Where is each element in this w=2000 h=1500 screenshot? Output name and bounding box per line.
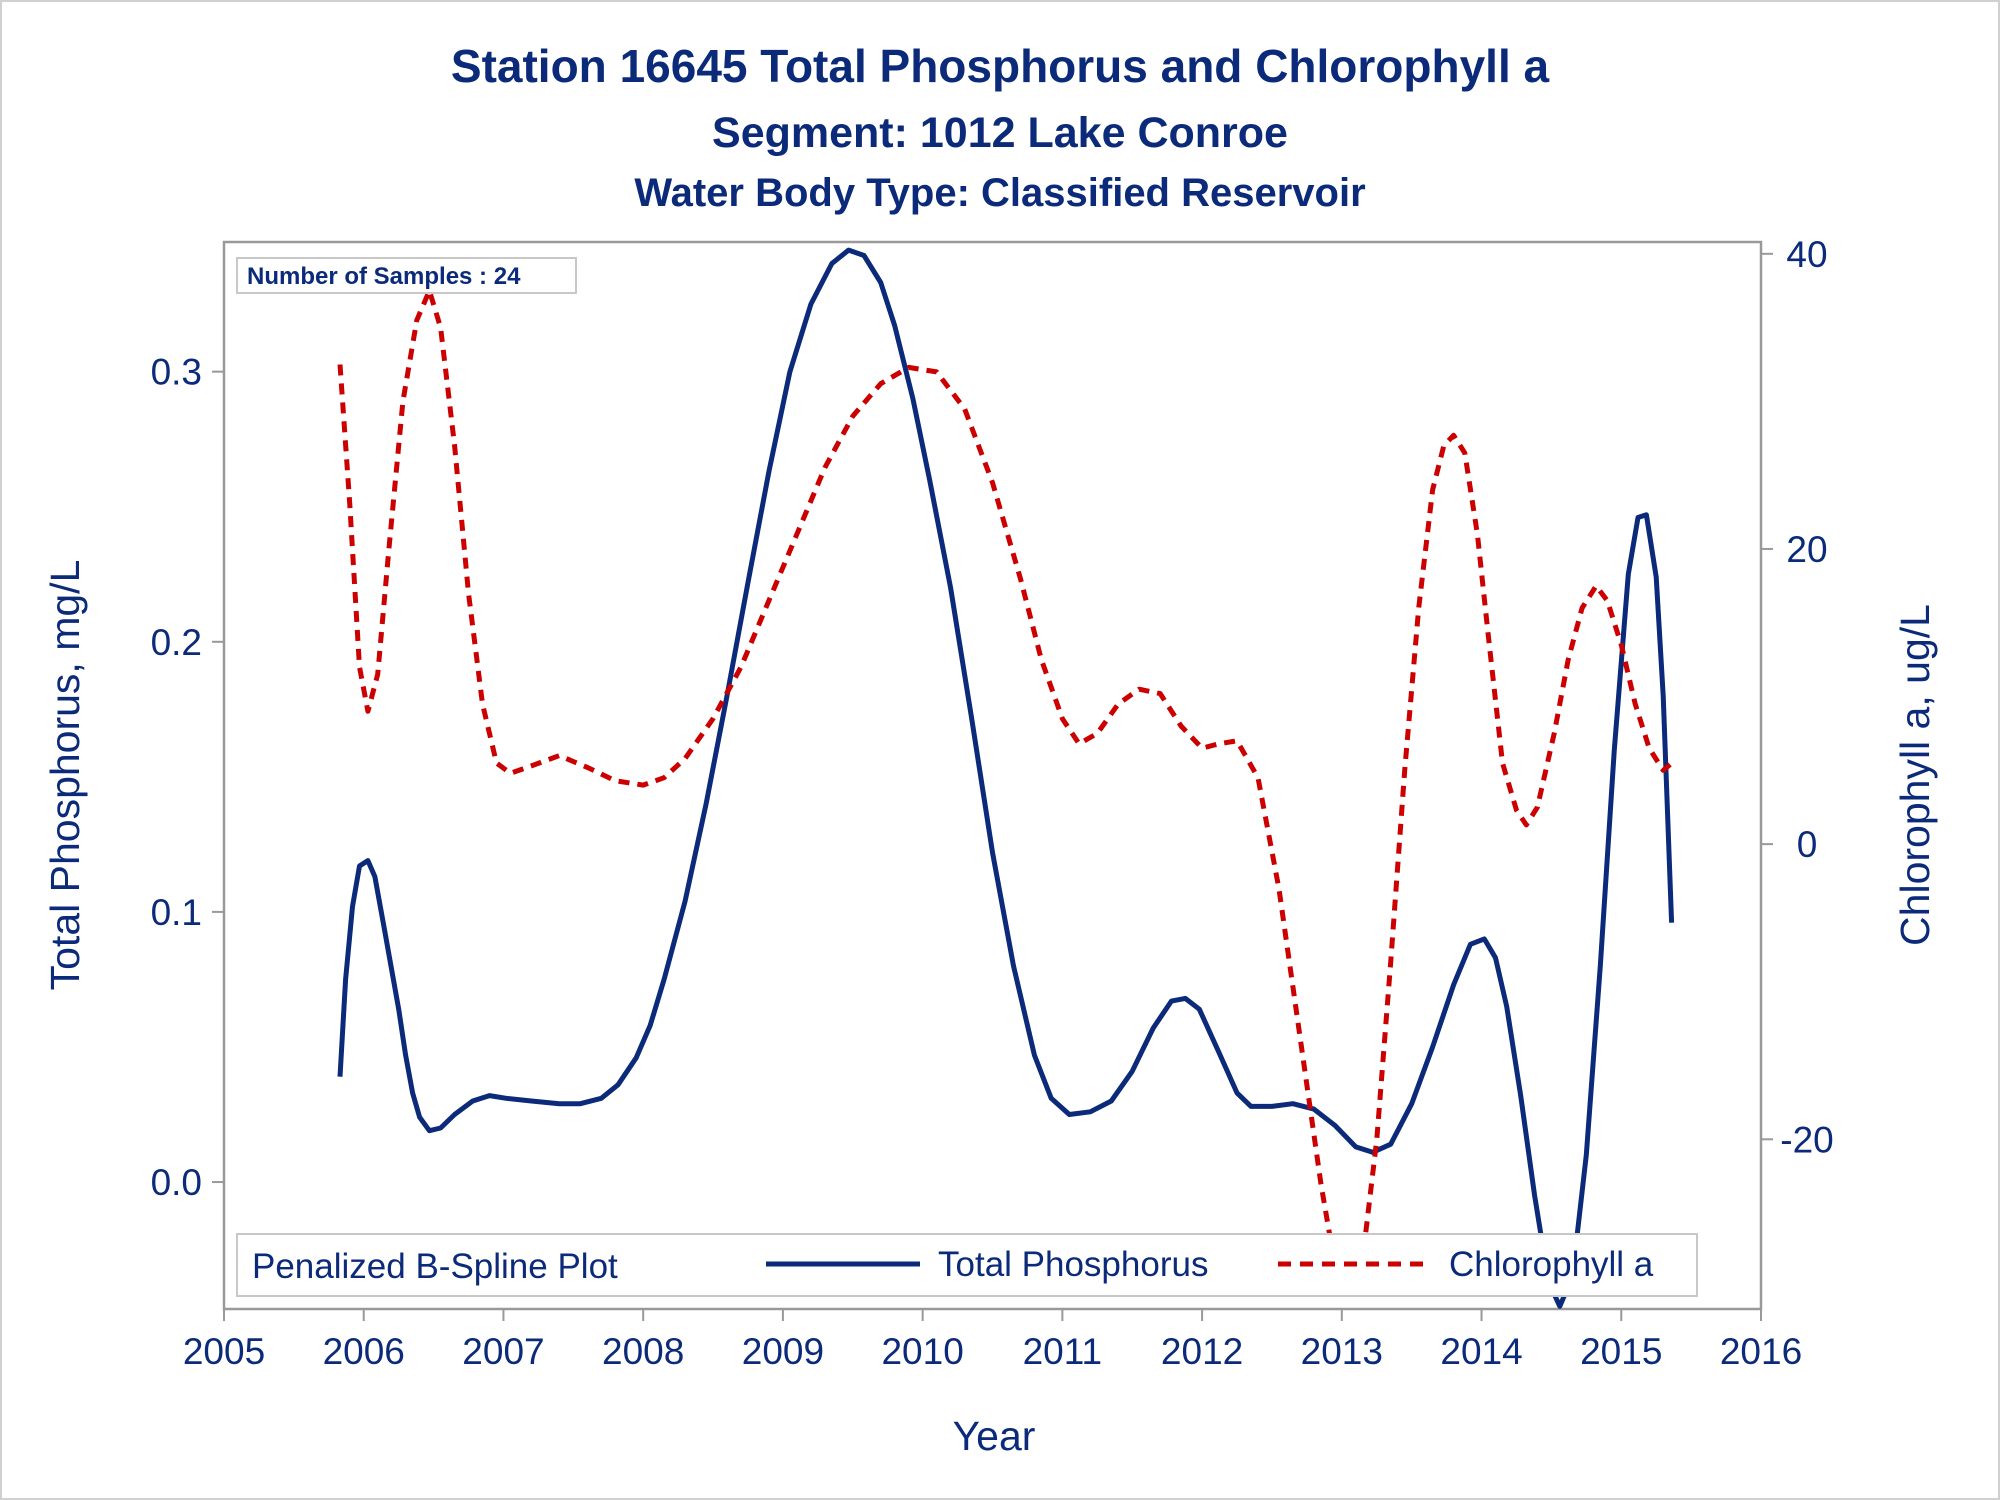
y2-tick-label: -20 (1780, 1119, 1833, 1160)
y-axis-left-label: Total Phosphorus, mg/L (42, 560, 88, 991)
sample-count-box (236, 257, 577, 294)
y2-tick-label: 0 (1797, 824, 1818, 865)
series-layer (337, 247, 1675, 1309)
x-tick-label: 2011 (1023, 1331, 1103, 1372)
y-axis-left: 0.0 0.1 0.2 0.3 (151, 352, 224, 1203)
x-tick-label: 2008 (602, 1331, 684, 1372)
legend-box (236, 1233, 1698, 1297)
legend-label-phosphorus: Total Phosphorus (938, 1245, 1208, 1284)
x-tick-label: 2005 (183, 1331, 265, 1372)
y-tick-label: 0.0 (151, 1162, 202, 1203)
x-tick-label: 2010 (881, 1331, 963, 1372)
x-tick-label: 2009 (742, 1331, 824, 1372)
x-axis-label: Year (953, 1413, 1036, 1459)
chart-subtitle-waterbody: Water Body Type: Classified Reservoir (634, 171, 1365, 215)
legend: Penalized B-Spline Plot Total Phosphorus… (236, 1233, 1698, 1297)
x-tick-label: 2006 (323, 1331, 405, 1372)
y2-tick-label: 20 (1786, 529, 1827, 570)
sample-count-label: Number of Samples : 24 (247, 263, 521, 290)
chart-subtitle-segment: Segment: 1012 Lake Conroe (712, 109, 1288, 157)
chlorophyll-series-line (337, 288, 1672, 1297)
x-tick-label: 2012 (1161, 1331, 1243, 1372)
y-tick-label: 0.1 (151, 892, 202, 933)
x-tick-label: 2015 (1580, 1331, 1662, 1372)
y2-tick-label: 40 (1786, 234, 1827, 275)
x-axis: 2005 2006 2007 2008 2009 2010 2011 2012 2013 2014… (183, 1309, 1802, 1372)
legend-label-chlorophyll: Chlorophyll a (1449, 1245, 1654, 1284)
phosphorus-series-line (337, 247, 1675, 1309)
legend-title: Penalized B-Spline Plot (252, 1247, 618, 1286)
sample-count-inset: Number of Samples : 24 (236, 257, 577, 294)
x-tick-label: 2016 (1720, 1331, 1802, 1372)
y-axis-right: -20 0 20 40 (1761, 234, 1834, 1160)
y-axis-right-label: Chlorophyll a, ug/L (1892, 604, 1938, 946)
x-tick-label: 2013 (1301, 1331, 1383, 1372)
x-tick-label: 2014 (1440, 1331, 1522, 1372)
y-tick-label: 0.3 (151, 352, 202, 393)
plot-area-frame (222, 240, 1763, 1311)
chart-title: Station 16645 Total Phosphorus and Chlor… (451, 40, 1550, 92)
x-tick-label: 2007 (462, 1331, 544, 1372)
y-tick-label: 0.2 (151, 622, 202, 663)
